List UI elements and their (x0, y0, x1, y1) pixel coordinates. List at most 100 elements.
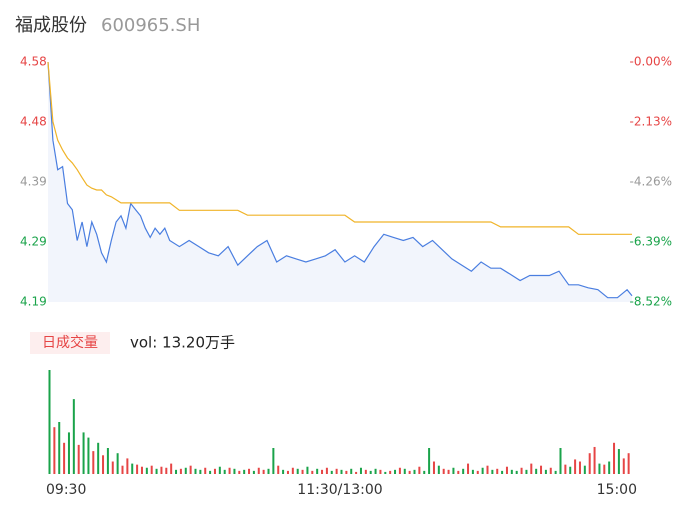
volume-bar (335, 468, 338, 474)
volume-bar (325, 467, 328, 474)
volume-bar (252, 470, 255, 474)
volume-bar (457, 470, 460, 474)
volume-bar (588, 453, 591, 474)
volume-bar (486, 465, 489, 474)
volume-bar (364, 469, 367, 474)
volume-bar (413, 469, 416, 474)
volume-bar (379, 469, 382, 474)
volume-bar (520, 467, 523, 474)
y-tick-label: 4.48 (20, 115, 47, 129)
volume-bar (311, 470, 314, 474)
volume-bar (467, 463, 470, 474)
volume-bar (58, 422, 61, 474)
volume-bar (491, 469, 494, 474)
volume-bar (116, 453, 119, 474)
volume-bar (67, 432, 70, 474)
volume-bar (462, 468, 465, 474)
volume-bar (549, 467, 552, 474)
y2-tick-label: -0.00% (630, 55, 672, 69)
volume-bar (150, 465, 153, 474)
volume-bar (48, 370, 51, 474)
volume-bar (418, 466, 421, 474)
y-tick-label: 4.39 (20, 175, 47, 189)
volume-bar (316, 468, 319, 474)
volume-bar (97, 442, 100, 474)
volume-bar (505, 466, 508, 474)
volume-bar (301, 469, 304, 474)
volume-bar (199, 469, 202, 474)
volume-bar (296, 468, 299, 474)
y-tick-label: 4.19 (20, 295, 47, 309)
volume-bar (554, 470, 557, 474)
volume-bar (282, 469, 285, 474)
volume-bar (476, 470, 479, 474)
volume-bar (330, 470, 333, 474)
y2-tick-label: -8.52% (630, 295, 672, 309)
volume-bar (471, 469, 474, 474)
volume-bar (102, 455, 105, 474)
volume-bar (136, 464, 139, 474)
volume-bar (82, 432, 85, 474)
volume-bar (291, 467, 294, 474)
volume-bar (569, 466, 572, 474)
x-tick-label: 09:30 (46, 482, 86, 498)
volume-bar (603, 464, 606, 474)
price-area (48, 62, 632, 302)
volume-bar (559, 448, 562, 474)
volume-bar (481, 467, 484, 474)
volume-bar (447, 469, 450, 474)
volume-tab-label[interactable]: 日成交量 (42, 334, 98, 351)
stock-name: 福成股份 (15, 15, 87, 36)
volume-bar (515, 470, 518, 474)
volume-bar (374, 468, 377, 474)
volume-bar (228, 467, 231, 474)
volume-bar (126, 458, 129, 474)
volume-bar (544, 469, 547, 474)
volume-bar (437, 465, 440, 474)
volume-bar (598, 463, 601, 474)
volume-bar (306, 466, 309, 474)
y2-tick-label: -6.39% (630, 235, 672, 249)
volume-bar (238, 470, 241, 474)
volume-bar (428, 448, 431, 474)
volume-bar (583, 465, 586, 474)
y-tick-label: 4.58 (20, 55, 47, 69)
volume-bar (155, 468, 158, 474)
volume-bar (530, 463, 533, 474)
volume-bar (394, 469, 397, 474)
volume-bar (262, 469, 265, 474)
volume-bar (452, 467, 455, 474)
volume-tab[interactable] (30, 332, 110, 354)
volume-bar (77, 444, 80, 474)
volume-bar (369, 470, 372, 474)
volume-bar (223, 469, 226, 474)
volume-bar (564, 464, 567, 474)
volume-bar (179, 468, 182, 474)
volume-bar (340, 469, 343, 474)
volume-bar (111, 461, 114, 474)
volume-bar (345, 470, 348, 474)
volume-bar (189, 465, 192, 474)
volume-bar (194, 468, 197, 474)
volume-bar (272, 448, 275, 474)
volume-bar (53, 427, 56, 474)
volume-bar (63, 442, 66, 474)
volume-bar (160, 466, 163, 474)
volume-bar (175, 469, 178, 474)
volume-bar (423, 470, 426, 474)
volume-bar (121, 465, 124, 474)
volume-bar (432, 461, 435, 474)
volume-bar (403, 468, 406, 474)
volume-bar (574, 459, 577, 474)
volume-bar (209, 470, 212, 474)
volume-bar (218, 466, 221, 474)
volume-bar (248, 468, 251, 474)
volume-bar (613, 442, 616, 474)
volume-bar (617, 449, 620, 474)
volume-bar (145, 467, 148, 474)
volume-bar (87, 437, 90, 474)
volume-bar (496, 468, 499, 474)
volume-bar (578, 461, 581, 474)
